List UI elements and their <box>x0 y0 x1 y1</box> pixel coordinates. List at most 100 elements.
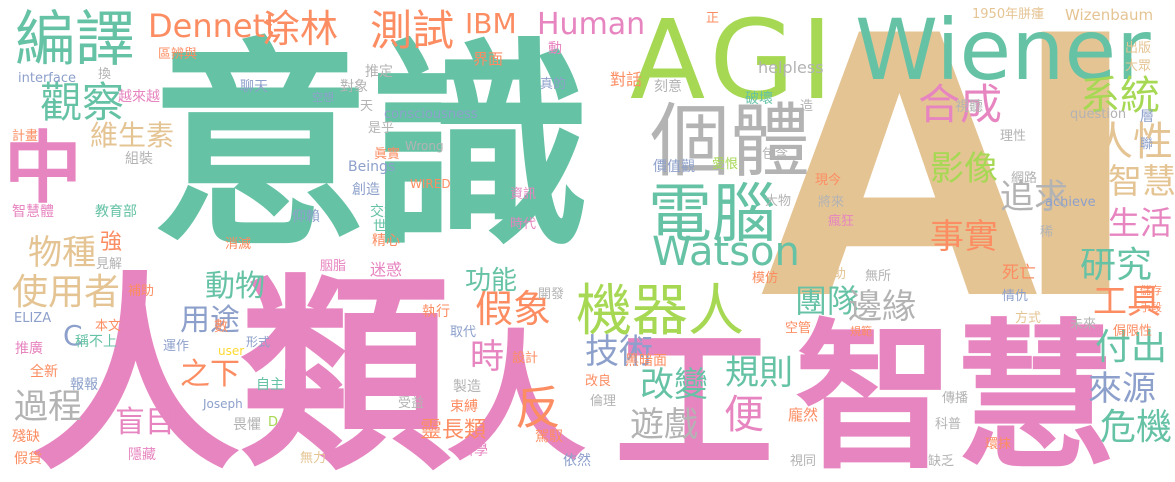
word-quanxin: 全新 <box>30 364 58 380</box>
word-beings: Beings <box>348 159 396 175</box>
word-ai: AI <box>760 0 1143 379</box>
word-gongneng: 功能 <box>465 266 518 296</box>
word-baobao: 報報 <box>70 377 98 393</box>
word-yingxiang: 影像 <box>930 149 998 189</box>
word-zhong: 中 <box>4 124 83 214</box>
word-ceshi: 測試 <box>370 6 455 55</box>
word-zhende: 真的 <box>540 77 567 92</box>
word-aihen: 愛恨 <box>712 157 739 172</box>
word-qubian: 區辨與 <box>158 47 198 62</box>
word-shijie: 世界 <box>373 219 401 235</box>
word-yongtu: 用途 <box>180 303 240 338</box>
word-tulin: 涂林 <box>262 7 339 51</box>
word-tuandui: 團隊 <box>795 282 860 320</box>
word-liaotian: 聊天 <box>240 79 268 95</box>
word-bianyi: 編譯 <box>15 5 135 75</box>
word-tuiding: 推定 <box>365 64 393 80</box>
word-qudai: 取代 <box>450 325 477 340</box>
word-jishu: 技術 <box>585 332 653 372</box>
word-baohan: 包含 <box>762 147 789 162</box>
word-xingshi: 形式 <box>246 335 271 349</box>
word-renxing: 人性 <box>1093 119 1173 165</box>
word-moliang: 模仿 <box>752 271 779 286</box>
word-dawu: 大物 <box>765 194 792 209</box>
word-jiemian: 界面 <box>473 50 504 68</box>
word-ren: 人 <box>446 318 587 481</box>
word-fan: 反 <box>515 381 561 435</box>
word-jiayu: 駕馭 <box>535 429 563 445</box>
word-jiaoji: 交集 <box>370 204 398 220</box>
word-watson: Watson <box>652 229 800 275</box>
word-weiju: 畏懼 <box>233 417 261 433</box>
word-chengbushang: 稱不上 <box>75 334 117 350</box>
word-dongwu: 動物 <box>205 269 265 304</box>
word-guocheng: 過程 <box>14 387 82 427</box>
word-jiqiren: 機器人 <box>576 279 744 344</box>
word-jiahuo: 假貨 <box>14 451 42 467</box>
word-yanjiu: 研究 <box>1080 245 1153 286</box>
word-keyi: 刻意 <box>654 79 682 95</box>
word-mangmu: 盲目 <box>115 405 175 440</box>
word-c: C <box>63 319 83 352</box>
word-helpless: helpless <box>758 58 824 77</box>
word-eliza: ELIZA <box>14 311 52 326</box>
word-d: D <box>268 415 279 430</box>
word-consciousness: consciousness <box>384 107 478 122</box>
word-xitong: 系統 <box>1080 73 1160 119</box>
word-juxianxing: 侷限性 <box>1113 324 1153 339</box>
word-shouyi: 受益 <box>398 396 425 411</box>
word-wuzhong: 物種 <box>28 233 96 273</box>
word-bian: 便 <box>724 392 764 438</box>
word-zhixia: 之下 <box>180 357 240 392</box>
word-ibm: IBM <box>465 7 517 40</box>
word-heianmian: 黑暗面 <box>625 353 667 369</box>
word-chucun: 儲存 <box>1140 284 1162 297</box>
word-lunli: 倫理 <box>590 394 617 409</box>
word-gailiang: 改良 <box>585 374 612 389</box>
word-fuchu: 付出 <box>1095 327 1168 368</box>
word-xianjin: 現今 <box>815 173 842 188</box>
word-yishi: 意識 <box>150 20 591 276</box>
word-hecheng: 合成 <box>918 80 1003 129</box>
word-renlei: 人類 <box>30 254 451 482</box>
word-wangluo: 網路 <box>1011 171 1038 186</box>
word-kepu: 科普 <box>935 417 962 432</box>
word-shouduan: 手段 <box>1140 301 1162 314</box>
word-shihu: 是乎 <box>368 121 395 136</box>
word-buzhu: 補助 <box>128 284 155 299</box>
word-zhihui: 智慧 <box>795 304 1116 482</box>
word-yangrai: 仰賴 <box>292 209 320 225</box>
word-fengkuang: 瘋狂 <box>828 214 855 229</box>
word-jiaoyubu: 教育部 <box>95 204 137 220</box>
word-jiazhiguan: 價值觀 <box>653 159 695 175</box>
word-wrong: Wrong <box>405 139 444 153</box>
word-laiyuan: 來源 <box>1088 369 1156 409</box>
word-zao: 造 <box>800 99 814 114</box>
word-qingchou: 情仇 <box>1002 289 1029 304</box>
word-chuangzao: 創造 <box>352 182 380 198</box>
word-queji: 缺乏 <box>928 454 955 469</box>
word-huanjing: 環抹 <box>985 437 1012 452</box>
word-gaibian: 改變 <box>640 365 708 405</box>
word-shenghuo: 生活 <box>1108 204 1173 242</box>
word-dennett: Dennett <box>148 7 278 45</box>
word-qiang: 強 <box>100 230 123 255</box>
word-canque: 殘缺 <box>12 429 40 445</box>
word-weishengsu: 維生素 <box>90 119 175 152</box>
word-pohuai: 破壞 <box>745 91 773 107</box>
word-yiran: 依然 <box>563 453 591 469</box>
word-kaifa: 開發 <box>538 287 565 302</box>
word-zhihuiti: 智慧體 <box>12 204 54 220</box>
word-wuzhu: 無助 <box>820 267 847 282</box>
word-weiji: 危機 <box>1100 407 1173 448</box>
word-tuiguang: 推廣 <box>15 341 43 357</box>
word-guifan: 規範 <box>850 325 872 338</box>
word-duixiang: 對象 <box>340 79 368 95</box>
word-mihuo: 迷惑 <box>370 260 403 279</box>
word-shijian: 視同 <box>790 454 817 469</box>
word-diannao: 電腦 <box>648 178 776 252</box>
word-interface: interface <box>18 71 76 86</box>
word-jingxin: 精心 <box>372 233 400 249</box>
word-human: Human <box>537 7 646 42</box>
word-zhizao: 製造 <box>453 379 481 395</box>
